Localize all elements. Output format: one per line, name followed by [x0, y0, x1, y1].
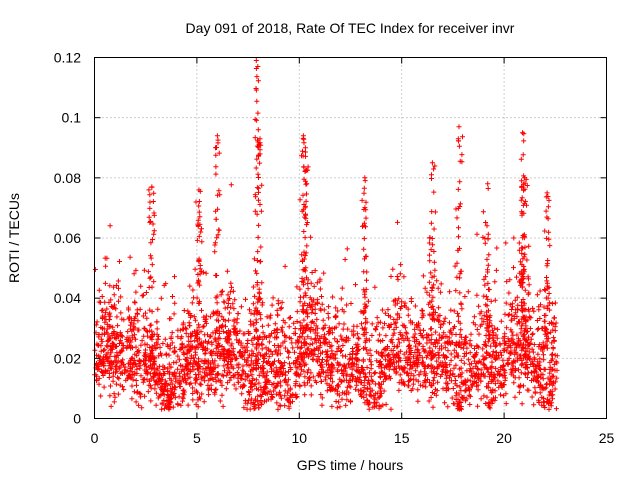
y-tick-label: 0.02	[54, 350, 81, 366]
x-axis-label: GPS time / hours	[297, 457, 404, 473]
data-points	[92, 58, 560, 412]
y-tick-label: 0.12	[54, 50, 81, 66]
y-tick-label: 0.04	[54, 290, 81, 306]
x-tick-label: 10	[292, 430, 308, 446]
x-tick-labels: 0 5 10 15 20 25	[91, 430, 615, 446]
y-tick-label: 0.06	[54, 230, 81, 246]
y-axis-label: ROTI / TECUs	[6, 193, 22, 283]
x-tick-label: 20	[496, 430, 512, 446]
x-tick-label: 25	[599, 430, 615, 446]
x-tick-label: 5	[193, 430, 201, 446]
chart-title: Day 091 of 2018, Rate Of TEC Index for r…	[186, 20, 515, 36]
x-tick-label: 15	[394, 430, 410, 446]
y-tick-labels: 0 0.02 0.04 0.06 0.08 0.1 0.12	[54, 50, 81, 427]
y-tick-label: 0.1	[62, 110, 82, 126]
y-tick-label: 0.08	[54, 170, 81, 186]
data-point	[92, 58, 560, 412]
axis-ticks	[94, 57, 607, 419]
y-tick-label: 0	[73, 411, 81, 427]
x-tick-label: 0	[91, 430, 99, 446]
